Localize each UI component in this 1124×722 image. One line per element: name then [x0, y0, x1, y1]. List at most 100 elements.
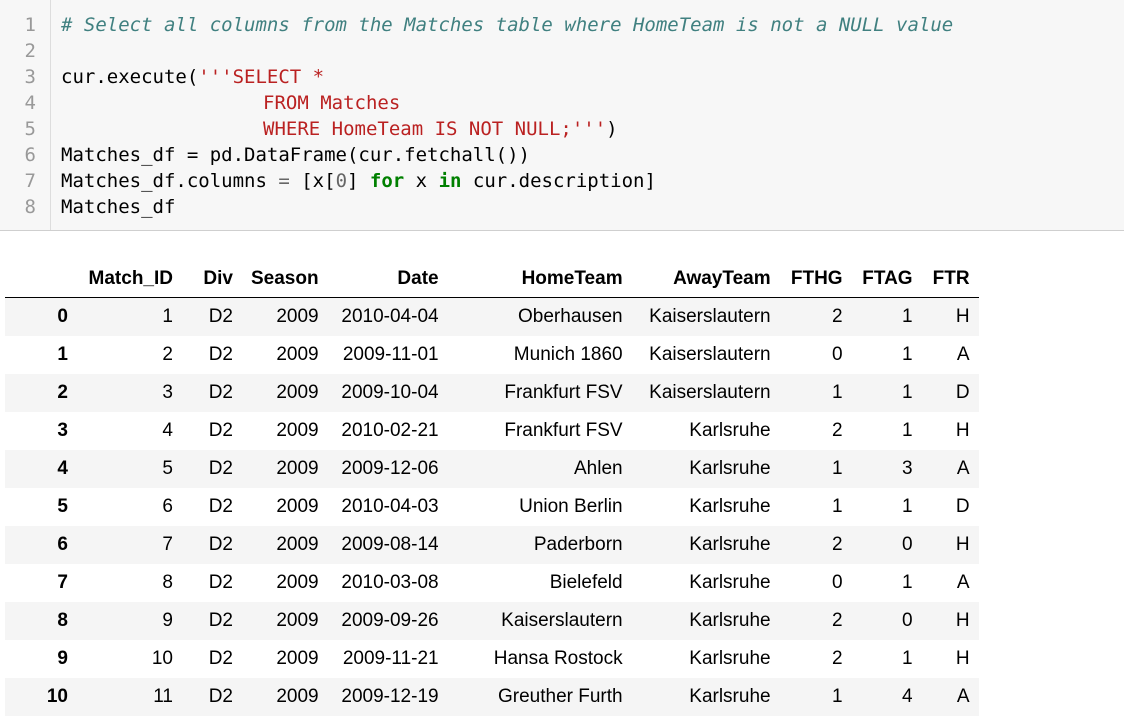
table-cell: 7 [162, 534, 173, 555]
column-header: Div [182, 260, 242, 298]
code-text: [x[ [289, 170, 336, 192]
table-cell: 1 [902, 420, 913, 441]
table-cell: 2010-04-03 [341, 496, 439, 517]
table-cell: Karlsruhe [689, 610, 771, 631]
table-row: 4 5 D2 2009 2009-12-06 Ahlen Karlsruhe 1 3 A [5, 450, 979, 488]
code-line-1[interactable]: # Select all columns from the Matches ta… [61, 12, 953, 38]
row-index: 9 [57, 648, 68, 669]
code-line-6[interactable]: Matches_df = pd.DataFrame(cur.fetchall()… [61, 142, 530, 168]
table-cell: 4 [902, 686, 913, 707]
table-cell: 2009 [276, 458, 319, 479]
table-cell: 2 [832, 534, 843, 555]
sql-string: WHERE HomeTeam IS NOT NULL;''' [263, 118, 607, 140]
table-cell: D2 [208, 610, 233, 631]
table-cell: Paderborn [533, 534, 623, 555]
table-cell: Karlsruhe [689, 420, 771, 441]
table-row: 0 1 D2 2009 2010-04-04 Oberhausen Kaiserslaute… [5, 297, 979, 336]
column-header: AwayTeam [631, 260, 780, 298]
code-line-3[interactable]: cur.execute('''SELECT * [61, 64, 324, 90]
table-cell: 2010-04-04 [341, 306, 439, 327]
table-cell: D2 [208, 686, 233, 707]
table-cell: 1 [832, 496, 843, 517]
table-cell: 2009-12-06 [341, 458, 439, 479]
table-cell: A [956, 686, 970, 707]
table-cell: Frankfurt FSV [504, 382, 623, 403]
table-row: 7 8 D2 2009 2010-03-08 Bielefeld Karlsruhe 0 1 A [5, 564, 979, 602]
table-cell: Karlsruhe [689, 648, 771, 669]
table-cell: 2010-03-08 [341, 572, 439, 593]
table-row: 2 3 D2 2009 2009-10-04 Frankfurt FSV Kaisersla… [5, 374, 979, 412]
line-number: 2 [24, 40, 36, 62]
code-text: cur.description] [461, 170, 656, 192]
dataframe-table: Match_ID Div Season Date HomeTeam AwayTe… [5, 260, 979, 716]
table-cell: 5 [162, 458, 173, 479]
table-cell: 1 [902, 572, 913, 593]
row-index: 1 [57, 344, 68, 365]
row-index: 5 [57, 496, 68, 517]
code-input-cell[interactable]: 1 2 3 4 5 6 7 8 # Select all columns fro… [0, 0, 1124, 231]
table-cell: 2 [832, 306, 843, 327]
table-cell: D2 [208, 572, 233, 593]
sql-string: '''SELECT * [198, 66, 325, 88]
table-cell: 11 [153, 686, 173, 707]
table-body: 0 1 D2 2009 2010-04-04 Oberhausen Kaiserslaute… [5, 297, 979, 716]
table-cell: H [955, 534, 970, 555]
code-line-4[interactable]: FROM Matches [263, 90, 400, 116]
table-cell: 0 [832, 344, 843, 365]
line-number: 1 [24, 14, 36, 36]
table-row: 3 4 D2 2009 2010-02-21 Frankfurt FSV Karlsruhe… [5, 412, 979, 450]
table-row: 9 10 D2 2009 2009-11-21 Hansa Rostock Karlsruh… [5, 640, 979, 678]
table-row: 6 7 D2 2009 2009-08-14 Paderborn Karlsruhe 2 0 H [5, 526, 979, 564]
table-cell: Karlsruhe [689, 534, 771, 555]
table-cell: D2 [208, 458, 233, 479]
code-text: Matches_df.columns [61, 170, 279, 192]
code-call: cur.execute( [61, 66, 199, 88]
code-line-8[interactable]: Matches_df [61, 194, 175, 220]
table-cell: 1 [832, 458, 843, 479]
table-cell: Kaiserslautern [501, 610, 623, 631]
table-cell: 2009-11-21 [342, 648, 439, 669]
table-cell: 10 [151, 648, 173, 669]
index-header [5, 260, 77, 298]
code-paren: ) [606, 118, 618, 140]
table-cell: Bielefeld [549, 572, 623, 593]
table-cell: 2009 [276, 648, 319, 669]
table-header-row: Match_ID Div Season Date HomeTeam AwayTe… [5, 260, 979, 298]
table-cell: 2009-12-19 [341, 686, 439, 707]
table-cell: 2 [832, 420, 843, 441]
table-cell: 1 [832, 686, 843, 707]
table-cell: H [955, 610, 970, 631]
table-cell: D [955, 496, 970, 517]
table-cell: Frankfurt FSV [504, 420, 623, 441]
code-line-7[interactable]: Matches_df.columns = [x[0] for x in cur.… [61, 168, 656, 194]
table-cell: Greuther Furth [497, 686, 623, 707]
code-statement: Matches_df = pd.DataFrame(cur.fetchall()… [61, 144, 530, 166]
line-number: 8 [24, 196, 36, 218]
table-cell: Karlsruhe [689, 686, 771, 707]
table-cell: A [956, 458, 970, 479]
table-row: 5 6 D2 2009 2010-04-03 Union Berlin Karlsruhe 1… [5, 488, 979, 526]
table-cell: 1 [832, 382, 843, 403]
table-cell: 2009-10-04 [341, 382, 439, 403]
table-cell: Karlsruhe [689, 458, 771, 479]
table-cell: 2 [162, 344, 173, 365]
table-cell: Karlsruhe [689, 572, 771, 593]
table-cell: D2 [208, 306, 233, 327]
code-line-5[interactable]: WHERE HomeTeam IS NOT NULL;''') [263, 116, 618, 142]
table-row: 8 9 D2 2009 2009-09-26 Kaiserslautern Karlsruh… [5, 602, 979, 640]
column-header: Date [327, 260, 448, 298]
table-cell: 1 [902, 306, 913, 327]
table-cell: 1 [902, 344, 913, 365]
table-cell: 2009-09-26 [341, 610, 439, 631]
table-cell: 9 [162, 610, 173, 631]
line-number: 7 [24, 170, 36, 192]
table-cell: D2 [208, 382, 233, 403]
line-number: 5 [24, 118, 36, 140]
table-cell: Union Berlin [519, 496, 623, 517]
line-number: 6 [24, 144, 36, 166]
table-cell: D [955, 382, 970, 403]
table-cell: D2 [208, 648, 233, 669]
code-number: 0 [335, 170, 348, 192]
table-cell: Oberhausen [518, 306, 623, 327]
code-text: x [404, 170, 439, 192]
